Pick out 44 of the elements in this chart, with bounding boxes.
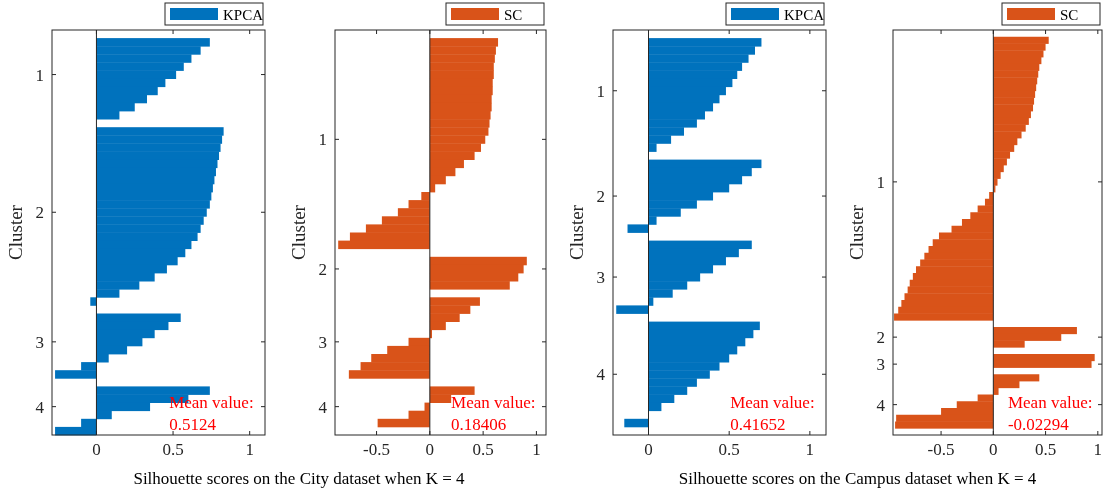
y-tick-label: 4	[318, 397, 328, 417]
x-tick-label: 0.5	[718, 440, 740, 459]
x-tick-label: -0.5	[927, 440, 955, 459]
y-axis-title: Cluster	[846, 204, 867, 260]
y-tick-label: 3	[318, 332, 327, 352]
annotation: Mean value: 0.18406	[451, 393, 536, 434]
x-tick-label: 1	[805, 440, 815, 459]
legend-label: KPCA	[223, 7, 264, 23]
x-tick-label: 0	[425, 440, 435, 459]
y-tick-label: 2	[35, 203, 44, 223]
y-tick-label: 1	[35, 65, 44, 85]
legend-label: SC	[1060, 7, 1079, 23]
x-tick-label: 0	[644, 440, 653, 459]
x-tick-label: 0.5	[162, 440, 184, 459]
y-axis-title: Cluster	[5, 204, 26, 260]
x-tick-label: 0	[989, 440, 998, 459]
x-tick-label: -0.5	[363, 440, 391, 459]
x-tick-label: 1	[532, 440, 541, 459]
annotation: Mean value: 0.5124	[169, 393, 254, 434]
y-tick-label: 4	[876, 395, 886, 415]
x-axis-title: Silhouette scores on the City dataset when K = 4	[133, 469, 466, 488]
legend-label: KPCA	[784, 7, 825, 23]
y-tick-label: 2	[318, 259, 327, 279]
x-axis-title: Silhouette scores on the Campus dataset when K = 4	[678, 469, 1037, 488]
x-tick-label: 1	[245, 440, 254, 459]
y-tick-label: 3	[876, 355, 885, 375]
x-tick-label: 0	[92, 440, 101, 459]
x-tick-label: 0.5	[1034, 440, 1057, 459]
y-tick-label: 4	[35, 397, 45, 417]
x-tick-label: 0.5	[472, 440, 494, 459]
y-tick-label: 3	[596, 268, 605, 288]
y-tick-label: 1	[318, 130, 327, 150]
legend-label: SC	[504, 7, 523, 23]
y-axis-title: Cluster	[566, 204, 587, 260]
annotation: Mean value: 0.41652	[730, 393, 815, 434]
annotation: Mean value: -0.02294	[1007, 393, 1093, 434]
y-tick-label: 2	[876, 328, 885, 348]
y-tick-label: 3	[35, 332, 44, 352]
y-tick-label: 4	[596, 365, 606, 385]
x-tick-label: 1	[1093, 440, 1103, 459]
y-tick-label: 2	[596, 187, 605, 207]
y-tick-label: 1	[876, 172, 885, 192]
y-tick-label: 1	[596, 81, 605, 101]
y-axis-title: Cluster	[288, 204, 309, 260]
